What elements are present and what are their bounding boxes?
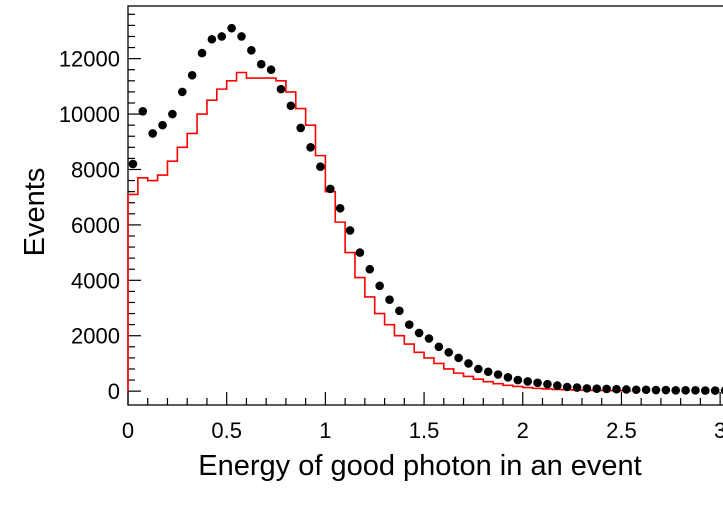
data-point xyxy=(168,109,177,119)
data-point xyxy=(375,281,384,291)
data-point xyxy=(404,320,414,329)
data-point xyxy=(414,328,424,338)
data-point xyxy=(691,386,700,395)
data-point xyxy=(464,359,473,368)
data-point xyxy=(158,120,167,130)
y-tick-label: 0 xyxy=(108,379,120,404)
data-point xyxy=(631,385,641,395)
y-axis-title: Events xyxy=(19,168,51,257)
data-point xyxy=(227,23,236,33)
data-point xyxy=(483,367,493,377)
data-point xyxy=(128,159,138,169)
x-tick-label: 0 xyxy=(122,418,134,443)
data-point xyxy=(681,386,690,395)
data-point xyxy=(602,384,611,394)
y-axis-tick-labels: 0 2000 4000 6000 8000 10000 12000 xyxy=(59,47,120,405)
data-point xyxy=(710,386,720,395)
data-point xyxy=(503,372,513,382)
data-point xyxy=(572,383,582,392)
data-point xyxy=(543,379,552,389)
data-point xyxy=(533,378,542,388)
data-point xyxy=(306,143,315,152)
y-tick-label: 10000 xyxy=(59,102,120,127)
data-point xyxy=(592,384,602,393)
x-tick-label: 1.5 xyxy=(409,418,440,443)
y-tick-label: 6000 xyxy=(71,213,120,238)
data-point xyxy=(365,264,375,274)
data-point xyxy=(651,385,661,395)
data-point xyxy=(641,385,651,395)
data-point xyxy=(326,184,335,194)
data-point xyxy=(424,334,434,343)
data-point xyxy=(237,32,246,41)
y-axis-ticks xyxy=(128,13,141,392)
data-point xyxy=(148,129,157,138)
data-point xyxy=(513,375,523,385)
data-point xyxy=(474,364,483,374)
data-point xyxy=(385,295,394,305)
data-point xyxy=(582,384,592,393)
y-tick-label: 4000 xyxy=(71,268,120,293)
data-point xyxy=(395,306,404,316)
data-point xyxy=(197,48,207,58)
data-point xyxy=(177,87,187,97)
y-tick-label: 2000 xyxy=(71,324,120,349)
data-point xyxy=(493,370,503,379)
data-point xyxy=(720,386,723,395)
data-point xyxy=(612,384,621,394)
data-point xyxy=(207,34,217,44)
data-point xyxy=(256,59,266,69)
series-data-points xyxy=(128,23,723,395)
y-tick-label: 12000 xyxy=(59,47,120,72)
y-tick-label: 8000 xyxy=(71,157,120,182)
x-tick-label: 2.5 xyxy=(606,418,637,443)
step-histogram-line xyxy=(127,71,632,392)
data-point xyxy=(276,84,286,94)
data-point xyxy=(286,101,296,111)
x-axis-tick-labels: 0 0.5 1 1.5 2 2.5 3 xyxy=(122,418,723,443)
data-point xyxy=(335,203,345,213)
x-tick-label: 3 xyxy=(714,418,723,443)
data-point xyxy=(217,32,227,41)
data-point xyxy=(622,385,631,394)
data-point xyxy=(701,386,710,395)
data-point xyxy=(454,353,463,363)
x-tick-label: 0.5 xyxy=(211,418,242,443)
data-point xyxy=(661,385,671,395)
x-tick-label: 1 xyxy=(319,418,331,443)
data-point xyxy=(562,382,572,392)
data-point xyxy=(266,65,276,75)
x-axis-ticks xyxy=(127,392,721,405)
data-point xyxy=(247,46,256,55)
data-point xyxy=(444,348,454,357)
data-point xyxy=(434,342,444,352)
data-point xyxy=(671,386,681,395)
series-simulation-step xyxy=(127,71,632,392)
data-point xyxy=(355,248,365,257)
data-point xyxy=(138,106,148,116)
x-tick-label: 2 xyxy=(517,418,529,443)
data-point xyxy=(523,377,532,386)
data-point xyxy=(316,162,325,172)
data-point xyxy=(187,70,197,80)
x-axis-title: Energy of good photon in an event xyxy=(198,450,641,482)
data-point xyxy=(296,123,306,133)
data-point xyxy=(345,226,355,235)
data-point xyxy=(552,381,562,390)
